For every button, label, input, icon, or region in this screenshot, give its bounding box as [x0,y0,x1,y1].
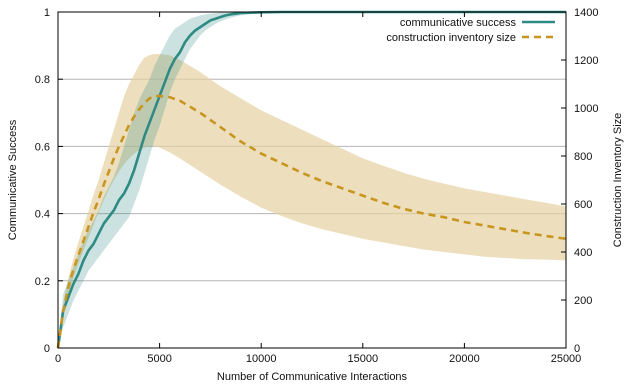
plot-frame [57,11,567,349]
y-right-tick-label-2: 400 [574,247,592,259]
y-left-tick-label-5: 1 [44,7,50,19]
series-line-construction-inventory-size [56,94,567,349]
y-left-tick-label-4: 0.8 [35,74,50,86]
y-left-tick-label-0: 0 [44,343,50,355]
y-right-tick-label-6: 1200 [574,55,598,67]
y-left-tick-label-3: 0.6 [35,141,50,153]
legend: communicative success construction inven… [386,17,555,44]
x-tick-label-2: 10000 [246,353,277,365]
y-left-axis-title: Communicative Success [7,119,19,240]
y-right-tick-label-1: 200 [574,295,592,307]
x-tick-label-3: 15000 [348,353,379,365]
x-axis-title: Number of Communicative Interactions [217,371,408,383]
confidence-bands [58,12,566,348]
y-left-tick-label-2: 0.4 [35,209,50,221]
x-tick-label-1: 5000 [147,353,171,365]
x-tick-label-4: 20000 [449,353,480,365]
y-right-axis-title: Construction Inventory Size [612,113,624,248]
y-left-tick-label-1: 0.2 [35,276,50,288]
y-right-tick-label-3: 600 [574,199,592,211]
x-tick-label-5: 25000 [551,353,582,365]
y-right-tick-label-5: 1000 [574,103,598,115]
band-construction-inventory-size [58,54,566,348]
y-right-tick-label-7: 1400 [574,7,598,19]
legend-label-construction-inventory-size: construction inventory size [386,32,516,44]
x-tick-label-0: 0 [55,353,61,365]
y-right-tick-label-0: 0 [574,343,580,355]
y-right-tick-label-4: 800 [574,151,592,163]
ticks: 0 5000 10000 15000 20000 2500000.20.40.60.810… [35,7,599,365]
legend-label-communicative-success: communicative success [400,17,517,29]
